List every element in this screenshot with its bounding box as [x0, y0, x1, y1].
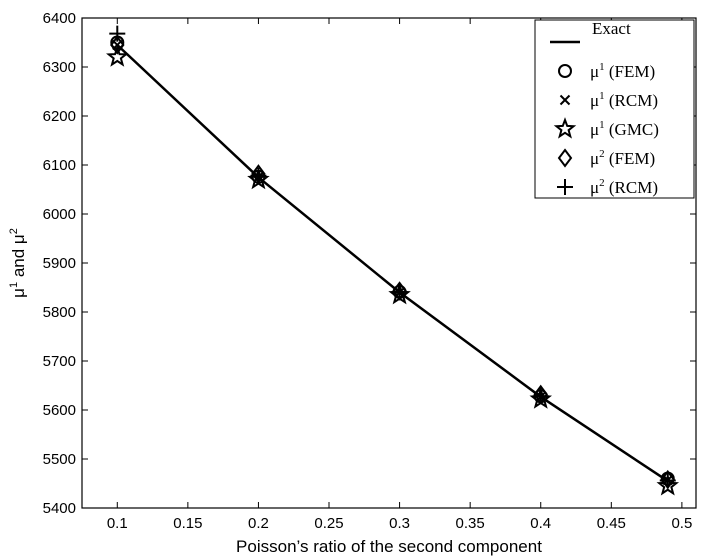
data-point-plus	[532, 388, 549, 405]
legend-label-suffix: (GMC)	[605, 120, 659, 139]
data-point-star	[656, 474, 680, 496]
legend-label-suffix: (RCM)	[605, 91, 658, 110]
y-tick-label: 6300	[43, 59, 76, 76]
legend-label-sup: 1	[599, 119, 605, 131]
y-axis-label: μ1 and μ2	[8, 228, 28, 298]
y-label-sup1: 1	[8, 282, 20, 288]
legend-box	[534, 19, 695, 199]
plus-marker	[532, 388, 549, 405]
legend-label: μ1 (RCM)	[590, 90, 658, 110]
legend-label-base: μ	[590, 62, 599, 81]
plus-marker	[109, 25, 126, 42]
x-tick-label: 0.4	[530, 515, 551, 532]
x-tick-label: 0.45	[597, 515, 626, 532]
data-point-star	[106, 45, 129, 67]
data-point-plus	[391, 284, 408, 301]
data-point-plus	[250, 167, 267, 184]
x-tick-label: 0.35	[456, 515, 485, 532]
y-tick-label: 6200	[43, 108, 76, 125]
legend-label-suffix: (FEM)	[605, 62, 656, 81]
y-tick-label: 6100	[43, 157, 76, 174]
legend-marker-diamond	[557, 148, 573, 168]
legend-label: μ1 (GMC)	[590, 119, 659, 139]
diamond-marker	[557, 148, 573, 168]
legend-label-sup: 1	[599, 90, 605, 102]
plus-marker	[250, 167, 267, 184]
y-label-mu1: μ	[9, 288, 28, 298]
legend-marker-circle	[558, 64, 572, 78]
series-layer	[106, 25, 680, 496]
y-label-and: and	[9, 244, 28, 282]
legend-label: μ1 (FEM)	[590, 61, 655, 81]
plus-marker	[391, 284, 408, 301]
ticks: 0.1 0.15 0.2 0.25 0.3 0.35 0.4 0.45 0.5 5400 5500 5…	[43, 10, 696, 532]
y-tick-label: 5900	[43, 255, 76, 272]
x-tick-label: 0.25	[314, 515, 343, 532]
legend-label: Exact	[592, 19, 631, 38]
data-point-diamond	[110, 35, 125, 55]
y-tick-label: 5800	[43, 304, 76, 321]
legend-label-suffix: (FEM)	[605, 149, 656, 168]
legend-label-base: μ	[590, 120, 599, 139]
x-marker	[559, 94, 571, 106]
legend-marker-star	[553, 117, 577, 139]
legend-label-sup: 1	[599, 61, 605, 73]
star-marker	[656, 474, 680, 496]
y-tick-label: 5700	[43, 353, 76, 370]
plus-marker	[557, 179, 573, 195]
y-tick-label: 5400	[43, 500, 76, 517]
legend-marker-plus	[557, 179, 573, 195]
x-tick-label: 0.1	[107, 515, 128, 532]
legend-label: μ2 (RCM)	[590, 177, 658, 197]
y-tick-label: 6000	[43, 206, 76, 223]
legend-label-suffix: (RCM)	[605, 178, 658, 197]
star-marker	[106, 45, 129, 67]
legend-label-base: μ	[590, 149, 599, 168]
y-label-sup2: 2	[8, 228, 20, 234]
data-point-plus	[109, 25, 126, 42]
legend-label-sup: 2	[599, 148, 605, 160]
plus-marker	[659, 472, 676, 489]
x-tick-label: 0.5	[671, 515, 692, 532]
legend-label-base: μ	[590, 91, 599, 110]
y-tick-label: 6400	[43, 10, 76, 27]
x-tick-label: 0.2	[248, 515, 269, 532]
x-axis-label: Poisson’s ratio of the second component	[236, 537, 542, 556]
x-tick-label: 0.3	[389, 515, 410, 532]
x-tick-label: 0.15	[173, 515, 202, 532]
star-marker	[553, 117, 577, 139]
y-label-mu2: μ	[9, 234, 28, 244]
data-point-plus	[659, 472, 676, 489]
legend-label-sup: 2	[599, 177, 605, 189]
legend-marker-x	[559, 94, 571, 106]
legend-label-base: μ	[590, 178, 599, 197]
circle-marker	[558, 64, 572, 78]
y-tick-label: 5500	[43, 451, 76, 468]
y-tick-label: 5600	[43, 402, 76, 419]
diamond-marker	[110, 35, 125, 55]
legend-label: μ2 (FEM)	[590, 148, 655, 168]
